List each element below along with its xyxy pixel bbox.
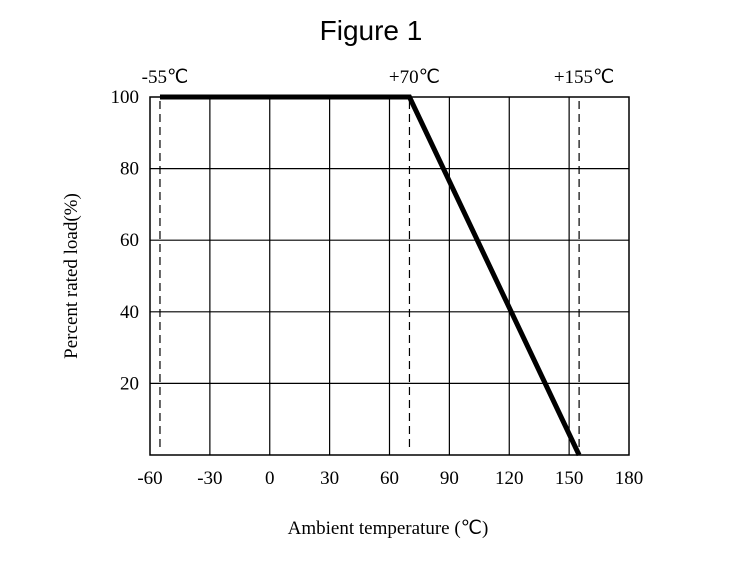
x-tick-label: -30 [197, 468, 222, 489]
reference-label: +70℃ [389, 67, 440, 88]
series [159, 94, 582, 457]
x-axis-label: Ambient temperature (℃) [288, 518, 489, 539]
reference-label: -55℃ [142, 67, 189, 88]
x-tick-label: 60 [380, 468, 399, 489]
y-tick-label: 80 [120, 159, 139, 180]
y-tick-label: 100 [111, 87, 140, 108]
y-axis-label: Percent rated load(%) [61, 193, 82, 359]
x-tick-label: 30 [320, 468, 339, 489]
x-tick-label: 150 [555, 468, 584, 489]
reference-label: +155℃ [554, 67, 615, 88]
grid [150, 97, 629, 455]
y-tick-label: 40 [120, 302, 139, 323]
x-tick-label: 90 [440, 468, 459, 489]
chart-title: Figure 1 [320, 15, 423, 46]
x-tick-label: 0 [265, 468, 275, 489]
y-tick-label: 60 [120, 230, 139, 251]
reference-lines: -55℃ +70℃ +155℃ [142, 67, 615, 451]
derating-curve [159, 94, 582, 457]
x-tick-label: -60 [137, 468, 162, 489]
x-tick-label: 120 [495, 468, 524, 489]
y-tick-label: 20 [120, 373, 139, 394]
tick-labels: -60 -30 0 30 60 90 120 150 180 20 40 60 80 100 [111, 87, 644, 489]
x-tick-label: 180 [615, 468, 644, 489]
